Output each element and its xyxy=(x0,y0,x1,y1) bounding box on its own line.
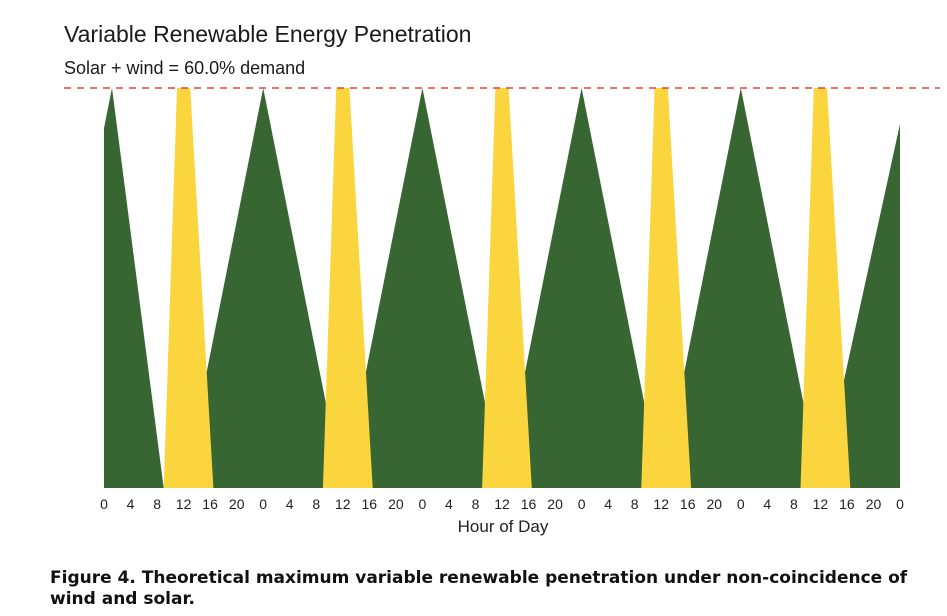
x-tick-label: 12 xyxy=(494,496,510,512)
solar-area-2 xyxy=(322,88,373,488)
x-tick-label: 16 xyxy=(362,496,378,512)
x-axis-ticks: 0 4 8 12 16 20 0 4 8 12 16 20 0 4 8 12 16 20 0 4 8 12 16 20 0 4 8 1… xyxy=(100,496,904,512)
x-axis-label: Hour of Day xyxy=(458,517,549,536)
x-tick-label: 8 xyxy=(472,496,480,512)
x-tick-label: 4 xyxy=(445,496,453,512)
x-tick-label: 4 xyxy=(604,496,612,512)
x-tick-label: 0 xyxy=(100,496,108,512)
x-tick-label: 12 xyxy=(176,496,192,512)
x-tick-label: 12 xyxy=(335,496,351,512)
wind-area-5 xyxy=(661,88,821,488)
solar-area-4 xyxy=(641,88,692,488)
x-tick-label: 4 xyxy=(763,496,771,512)
x-tick-label: 0 xyxy=(419,496,427,512)
x-tick-label: 20 xyxy=(229,496,245,512)
chart: Variable Renewable Energy Penetration So… xyxy=(64,21,940,536)
x-tick-label: 16 xyxy=(202,496,218,512)
x-tick-label: 20 xyxy=(866,496,882,512)
x-tick-label: 20 xyxy=(547,496,563,512)
x-tick-label: 8 xyxy=(631,496,639,512)
chart-subtitle: Solar + wind = 60.0% demand xyxy=(64,58,305,78)
x-tick-label: 16 xyxy=(839,496,855,512)
x-tick-label: 16 xyxy=(521,496,537,512)
x-tick-label: 0 xyxy=(578,496,586,512)
solar-area-1 xyxy=(163,88,214,488)
x-tick-label: 8 xyxy=(312,496,320,512)
x-tick-label: 20 xyxy=(388,496,404,512)
chart-title: Variable Renewable Energy Penetration xyxy=(64,21,471,47)
x-tick-label: 0 xyxy=(896,496,904,512)
x-tick-label: 12 xyxy=(813,496,829,512)
x-tick-label: 8 xyxy=(153,496,161,512)
wind-area-3 xyxy=(342,88,502,488)
x-tick-label: 16 xyxy=(680,496,696,512)
wind-area-2 xyxy=(183,88,343,488)
x-tick-label: 0 xyxy=(737,496,745,512)
solar-area-5 xyxy=(800,88,851,488)
x-tick-label: 8 xyxy=(790,496,798,512)
wind-area-1 xyxy=(104,88,164,488)
x-tick-label: 20 xyxy=(707,496,723,512)
x-tick-label: 4 xyxy=(127,496,135,512)
x-tick-label: 12 xyxy=(653,496,669,512)
x-tick-label: 4 xyxy=(286,496,294,512)
figure-caption: Figure 4. Theoretical maximum variable r… xyxy=(50,568,908,609)
wind-area-4 xyxy=(502,88,662,488)
x-tick-label: 0 xyxy=(259,496,267,512)
plot-areas xyxy=(104,88,900,488)
solar-area-3 xyxy=(482,88,532,488)
